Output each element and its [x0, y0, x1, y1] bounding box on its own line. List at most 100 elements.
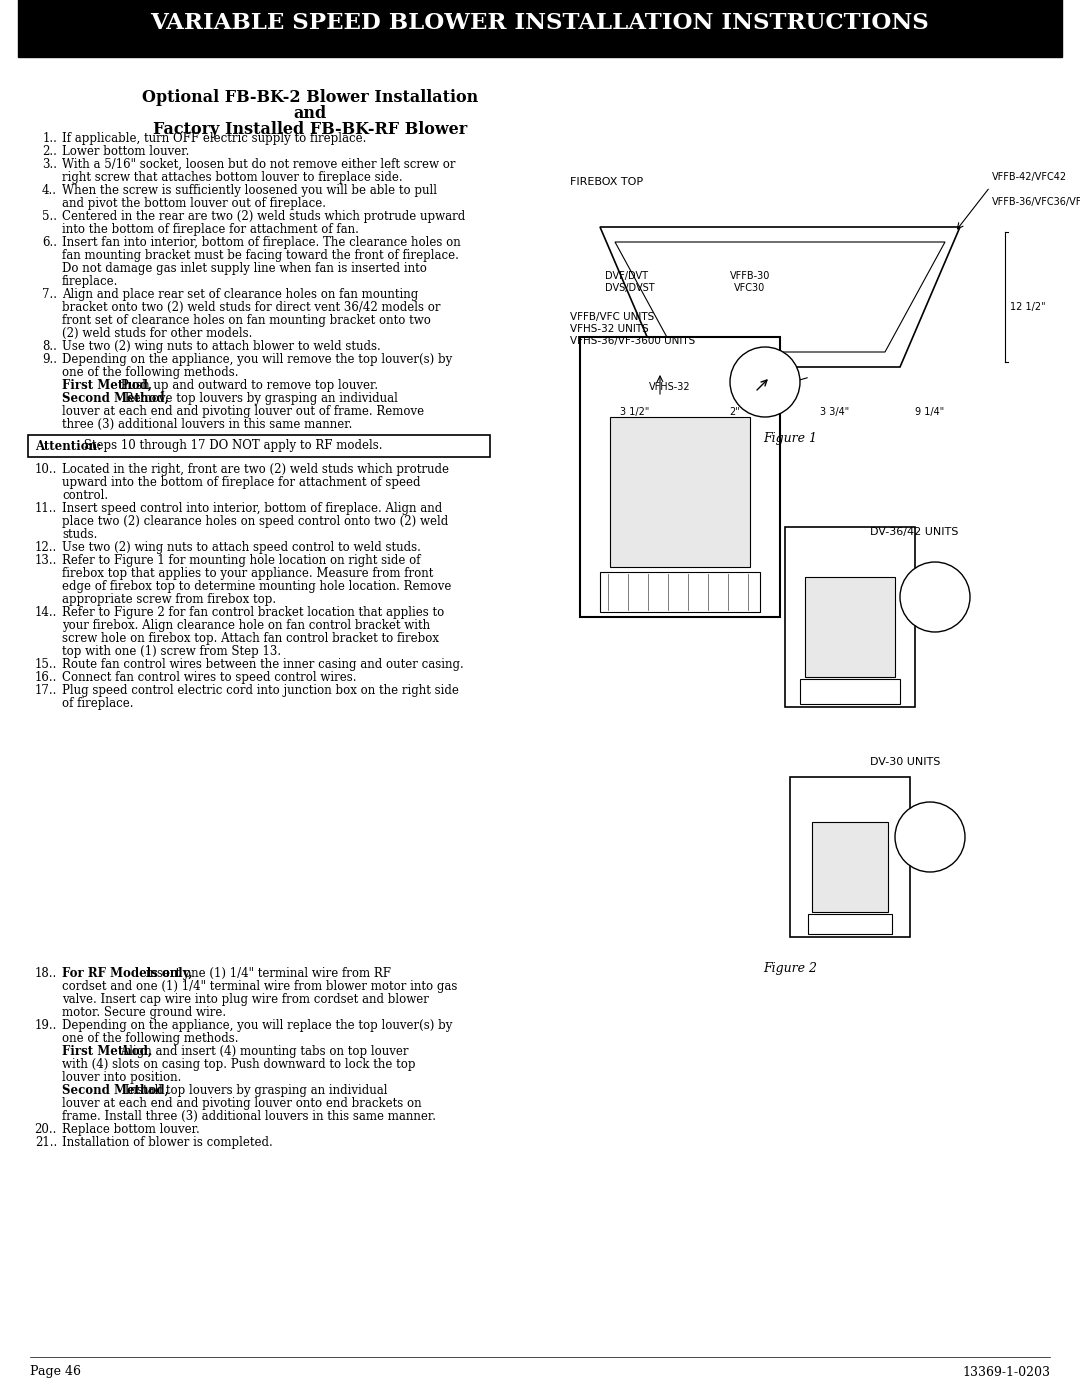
Text: 2..: 2..	[42, 145, 57, 158]
Text: cordset and one (1) 1/4" terminal wire from blower motor into gas: cordset and one (1) 1/4" terminal wire f…	[62, 981, 457, 993]
Bar	[805, 577, 895, 678]
Text: one of the following methods.: one of the following methods.	[62, 366, 239, 379]
Text: 10..: 10..	[35, 462, 57, 476]
Text: FIREBOX TOP: FIREBOX TOP	[570, 177, 643, 187]
Text: Second Method,: Second Method,	[62, 1084, 168, 1097]
Text: 15..: 15..	[35, 658, 57, 671]
Text: Refer to Figure 2 for fan control bracket location that applies to: Refer to Figure 2 for fan control bracke…	[62, 606, 444, 619]
Text: place two (2) clearance holes on speed control onto two (2) weld: place two (2) clearance holes on speed c…	[62, 515, 448, 528]
Text: 20..: 20..	[35, 1123, 57, 1136]
Text: VFHS-32: VFHS-32	[649, 381, 691, 393]
Bar	[610, 416, 750, 567]
Text: DVF/DVT
DVS/DVST: DVF/DVT DVS/DVST	[605, 271, 654, 293]
Text: Second Method,: Second Method,	[62, 393, 168, 405]
Text: 12..: 12..	[35, 541, 57, 555]
Text: 21..: 21..	[35, 1136, 57, 1148]
Text: into the bottom of fireplace for attachment of fan.: into the bottom of fireplace for attachm…	[62, 224, 359, 236]
Bar	[808, 914, 892, 935]
Text: your firebox. Align clearance hole on fan control bracket with: your firebox. Align clearance hole on fa…	[62, 619, 430, 631]
Text: 3..: 3..	[42, 158, 57, 170]
Text: (2) weld studs for other models.: (2) weld studs for other models.	[62, 327, 253, 339]
Text: 6..: 6..	[42, 236, 57, 249]
Text: Depending on the appliance, you will replace the top louver(s) by: Depending on the appliance, you will rep…	[62, 1018, 453, 1032]
Text: fan mounting bracket must be facing toward the front of fireplace.: fan mounting bracket must be facing towa…	[62, 249, 459, 263]
Text: Depending on the appliance, you will remove the top louver(s) by: Depending on the appliance, you will rem…	[62, 353, 453, 366]
Text: fireplace.: fireplace.	[62, 275, 119, 288]
Text: louver at each end and pivoting louver onto end brackets on: louver at each end and pivoting louver o…	[62, 1097, 421, 1111]
Text: Factory Installed FB-BK-RF Blower: Factory Installed FB-BK-RF Blower	[153, 122, 468, 138]
Text: right screw that attaches bottom louver to fireplace side.: right screw that attaches bottom louver …	[62, 170, 403, 184]
Text: three (3) additional louvers in this same manner.: three (3) additional louvers in this sam…	[62, 418, 352, 432]
Text: control.: control.	[62, 489, 108, 502]
Circle shape	[900, 562, 970, 631]
Text: frame. Install three (3) additional louvers in this same manner.: frame. Install three (3) additional louv…	[62, 1111, 436, 1123]
Text: VFHS-32 UNITS: VFHS-32 UNITS	[570, 324, 649, 334]
Text: louver into position.: louver into position.	[62, 1071, 181, 1084]
Text: Attention:: Attention:	[35, 440, 102, 453]
Text: 17..: 17..	[35, 685, 57, 697]
Text: Install top louvers by grasping an individual: Install top louvers by grasping an indiv…	[121, 1084, 388, 1097]
Text: Lower bottom louver.: Lower bottom louver.	[62, 145, 189, 158]
Text: 3 1/2": 3 1/2"	[620, 407, 650, 416]
Circle shape	[730, 346, 800, 416]
Text: louver at each end and pivoting louver out of frame. Remove: louver at each end and pivoting louver o…	[62, 405, 424, 418]
Text: VFFB-42/VFC42: VFFB-42/VFC42	[993, 172, 1067, 182]
Text: 3 3/4": 3 3/4"	[821, 407, 850, 416]
Text: and: and	[294, 105, 326, 122]
Text: top with one (1) screw from Step 13.: top with one (1) screw from Step 13.	[62, 645, 281, 658]
Text: Remove top louvers by grasping an individual: Remove top louvers by grasping an indivi…	[121, 393, 397, 405]
Text: VFFB-36/VFC36/VFHS-36/VF-3600: VFFB-36/VFC36/VFHS-36/VF-3600	[993, 197, 1080, 207]
Text: screw hole on firebox top. Attach fan control bracket to firebox: screw hole on firebox top. Attach fan co…	[62, 631, 438, 645]
Text: front set of clearance holes on fan mounting bracket onto two: front set of clearance holes on fan moun…	[62, 314, 431, 327]
Text: 18..: 18..	[35, 967, 57, 981]
Text: If applicable, turn OFF electric supply to fireplace.: If applicable, turn OFF electric supply …	[62, 131, 366, 145]
Text: First Method,: First Method,	[62, 379, 152, 393]
Text: Page 46: Page 46	[30, 1365, 81, 1379]
Bar	[18, 0, 1062, 57]
Text: Insert fan into interior, bottom of fireplace. The clearance holes on: Insert fan into interior, bottom of fire…	[62, 236, 461, 249]
Text: 8..: 8..	[42, 339, 57, 353]
Text: 13369-1-0203: 13369-1-0203	[962, 1365, 1050, 1379]
Text: 12 1/2": 12 1/2"	[1010, 302, 1045, 312]
Text: 7..: 7..	[42, 288, 57, 300]
Text: Plug speed control electric cord into junction box on the right side: Plug speed control electric cord into ju…	[62, 685, 459, 697]
Text: Replace bottom louver.: Replace bottom louver.	[62, 1123, 200, 1136]
Bar	[812, 821, 888, 912]
Text: First Method,: First Method,	[62, 1045, 152, 1058]
Text: 13..: 13..	[35, 555, 57, 567]
Text: motor. Secure ground wire.: motor. Secure ground wire.	[62, 1006, 226, 1018]
Text: VFFB-30
VFC30: VFFB-30 VFC30	[730, 271, 770, 293]
Text: VFFB/VFC UNITS: VFFB/VFC UNITS	[570, 312, 654, 321]
Text: Align and place rear set of clearance holes on fan mounting: Align and place rear set of clearance ho…	[62, 288, 418, 300]
Text: valve. Insert cap wire into plug wire from cordset and blower: valve. Insert cap wire into plug wire fr…	[62, 993, 429, 1006]
Bar	[800, 679, 900, 704]
Bar	[789, 777, 910, 937]
Text: Do not damage gas inlet supply line when fan is inserted into: Do not damage gas inlet supply line when…	[62, 263, 427, 275]
Text: Use two (2) wing nuts to attach speed control to weld studs.: Use two (2) wing nuts to attach speed co…	[62, 541, 421, 555]
Text: With a 5/16" socket, loosen but do not remove either left screw or: With a 5/16" socket, loosen but do not r…	[62, 158, 456, 170]
Circle shape	[895, 802, 966, 872]
Text: Route fan control wires between the inner casing and outer casing.: Route fan control wires between the inne…	[62, 658, 463, 671]
Polygon shape	[600, 226, 960, 367]
Text: 1..: 1..	[42, 131, 57, 145]
Text: Align and insert (4) mounting tabs on top louver: Align and insert (4) mounting tabs on to…	[117, 1045, 408, 1058]
Bar	[785, 527, 915, 707]
Text: Installation of blower is completed.: Installation of blower is completed.	[62, 1136, 273, 1148]
Text: DV-36/42 UNITS: DV-36/42 UNITS	[870, 527, 958, 536]
Text: Connect fan control wires to speed control wires.: Connect fan control wires to speed contr…	[62, 671, 356, 685]
Text: When the screw is sufficiently loosened you will be able to pull: When the screw is sufficiently loosened …	[62, 184, 437, 197]
Text: edge of firebox top to determine mounting hole location. Remove: edge of firebox top to determine mountin…	[62, 580, 451, 592]
Text: with (4) slots on casing top. Push downward to lock the top: with (4) slots on casing top. Push downw…	[62, 1058, 416, 1071]
Bar	[580, 337, 780, 617]
Text: Figure 2: Figure 2	[762, 963, 816, 975]
Text: 9 1/4": 9 1/4"	[916, 407, 945, 416]
Text: Optional FB-BK-2 Blower Installation: Optional FB-BK-2 Blower Installation	[141, 89, 478, 106]
Text: 4..: 4..	[42, 184, 57, 197]
Text: 5..: 5..	[42, 210, 57, 224]
Text: Refer to Figure 1 for mounting hole location on right side of: Refer to Figure 1 for mounting hole loca…	[62, 555, 420, 567]
Text: 11..: 11..	[35, 502, 57, 515]
Text: 9..: 9..	[42, 353, 57, 366]
Text: DV-30 UNITS: DV-30 UNITS	[870, 757, 941, 767]
Text: Steps 10 through 17 DO NOT apply to RF models.: Steps 10 through 17 DO NOT apply to RF m…	[81, 440, 383, 453]
Text: insert one (1) 1/4" terminal wire from RF: insert one (1) 1/4" terminal wire from R…	[141, 967, 391, 981]
